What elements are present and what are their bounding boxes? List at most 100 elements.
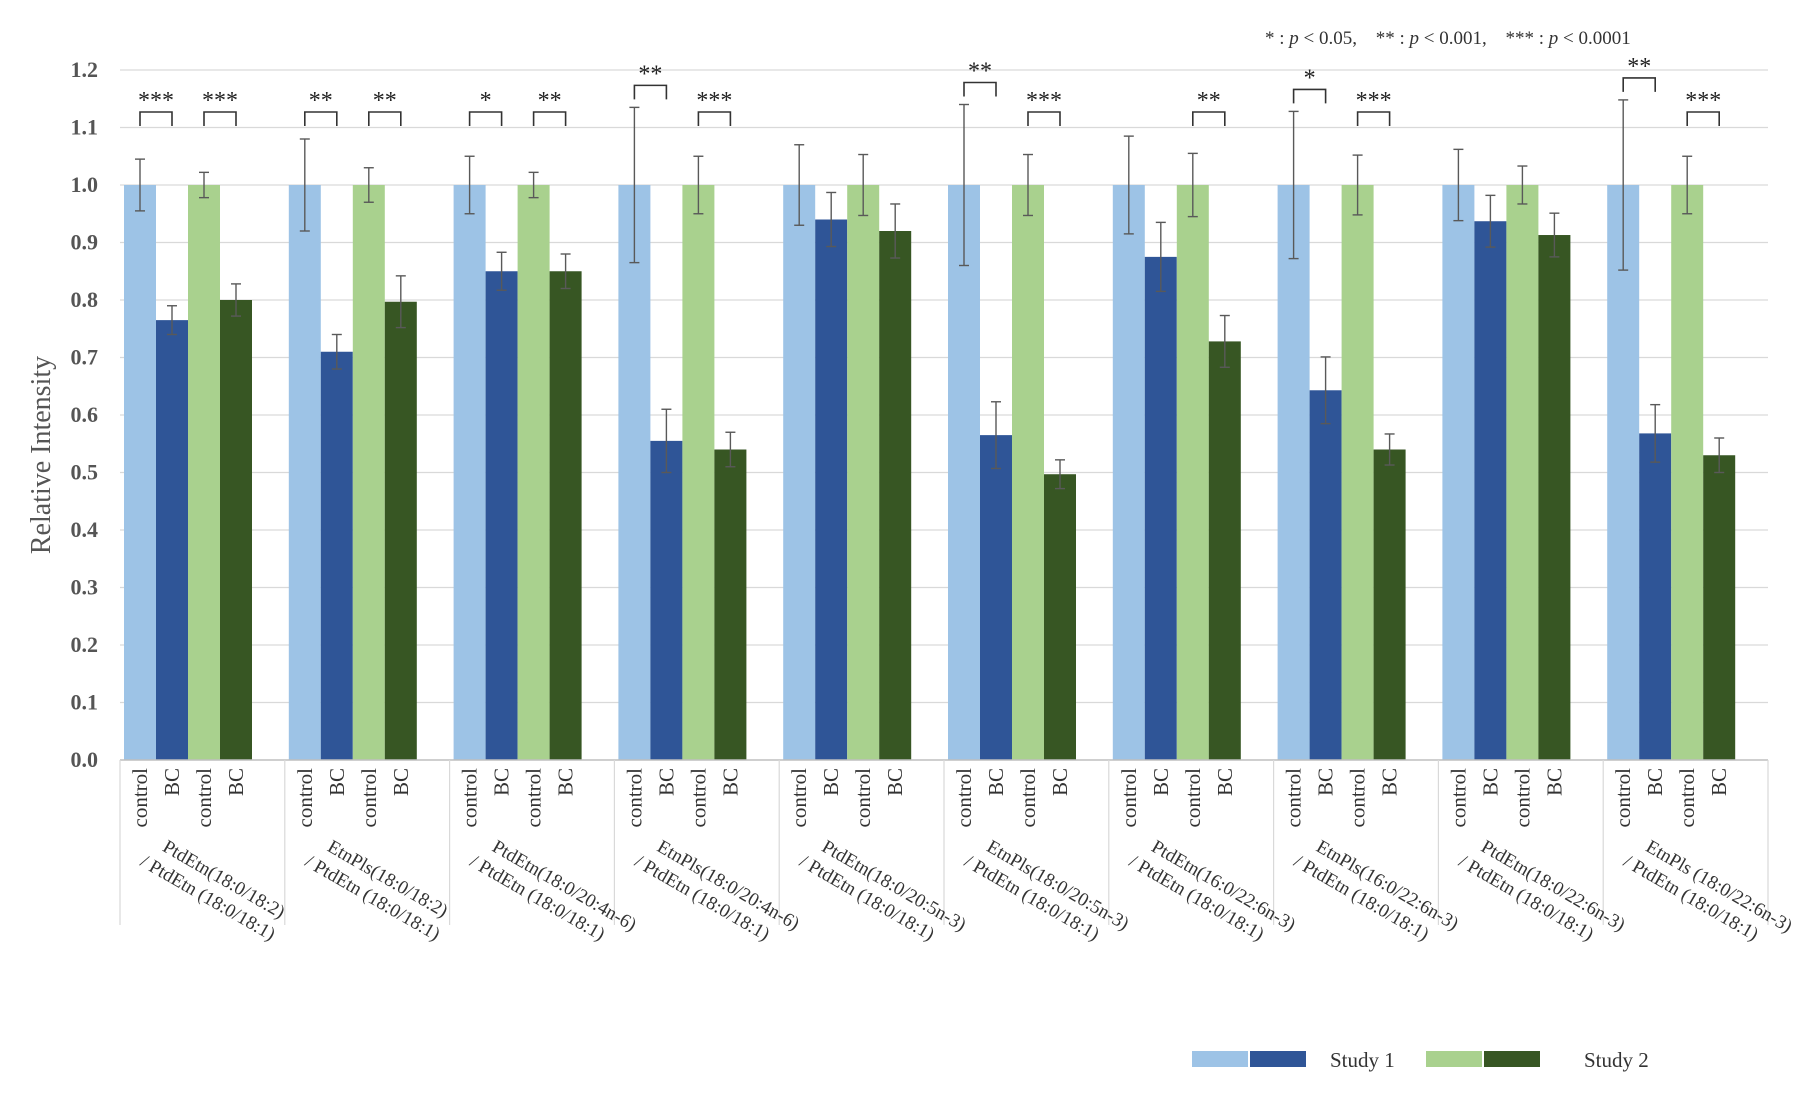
- y-tick-label: 0.1: [71, 690, 99, 715]
- significance-stars: ***: [1356, 88, 1392, 114]
- bar-tick-label: BC: [1213, 768, 1237, 796]
- bar: [948, 185, 980, 760]
- y-tick-label: 0.7: [71, 345, 99, 370]
- significance-bracket: [139, 111, 173, 126]
- bar: [1703, 455, 1736, 760]
- y-tick-label: 0.0: [71, 747, 99, 772]
- bar-tick-label: BC: [1542, 768, 1566, 796]
- bar-tick-label: BC: [819, 768, 843, 796]
- bar: [453, 185, 486, 760]
- y-tick-label: 1.1: [71, 115, 99, 140]
- bar: [1671, 185, 1704, 760]
- legend: Study 1 Study 2: [1192, 1048, 1649, 1072]
- legend-swatch: [1192, 1051, 1248, 1067]
- bar: [1607, 185, 1640, 760]
- bar-tick-label: BC: [224, 768, 248, 796]
- significance-bracket: [633, 84, 668, 100]
- bar: [1144, 256, 1177, 760]
- y-axis-title: Relative Intensity: [26, 356, 57, 554]
- y-tick-label: 0.4: [71, 517, 99, 542]
- bar: [485, 271, 518, 760]
- bar: [220, 300, 252, 760]
- bar-tick-label: control: [1611, 768, 1635, 828]
- bar: [352, 185, 385, 760]
- bar-tick-label: BC: [1314, 768, 1338, 796]
- bar: [815, 219, 848, 760]
- significance-bracket: [1292, 88, 1327, 104]
- bar-series: [124, 185, 1736, 761]
- bar-tick-label: control: [293, 768, 317, 828]
- legend-swatch: [1484, 1051, 1540, 1067]
- bar-tick-label: BC: [1643, 768, 1667, 796]
- bar-tick-label: control: [1016, 768, 1040, 828]
- bar-tick-label: BC: [654, 768, 678, 796]
- significance-bracket: [1622, 77, 1656, 92]
- bar: [1474, 221, 1507, 761]
- bar-tick-label: control: [851, 768, 875, 828]
- bar: [1112, 185, 1145, 760]
- bar-tick-label: control: [357, 768, 381, 828]
- bar-tick-label: control: [952, 768, 976, 828]
- significance-stars: ***: [1685, 88, 1721, 114]
- y-tick-label: 0.3: [71, 575, 99, 600]
- bar-tick-label: control: [1675, 768, 1699, 828]
- significance-stars: **: [538, 88, 562, 114]
- bar-tick-label: BC: [1048, 768, 1072, 796]
- bar: [1012, 185, 1044, 760]
- bar: [1373, 449, 1406, 760]
- significance-stars: ***: [1026, 88, 1062, 114]
- bar: [1442, 185, 1475, 760]
- bar-tick-label: BC: [325, 768, 349, 796]
- bar: [1309, 390, 1342, 760]
- bar: [980, 435, 1012, 760]
- bar: [384, 301, 417, 760]
- significance-bracket: [1686, 111, 1720, 126]
- bar-tick-label: BC: [160, 768, 184, 796]
- bar-tick-label: control: [787, 768, 811, 828]
- bar: [783, 185, 816, 760]
- significance-bracket: [368, 111, 402, 126]
- bar: [682, 185, 715, 760]
- bar-tick-label: control: [1446, 768, 1470, 828]
- significance-bracket: [532, 111, 567, 126]
- significance-stars: *: [1304, 65, 1316, 91]
- bar-tick-label: BC: [1707, 768, 1731, 796]
- bar-tick-label: control: [1117, 768, 1141, 828]
- significance-stars: ***: [696, 88, 732, 114]
- legend-swatch: [1250, 1051, 1306, 1067]
- legend-label: Study 2: [1584, 1048, 1649, 1072]
- y-tick-label: 0.6: [71, 402, 99, 427]
- bar: [879, 231, 912, 760]
- significance-bracket: [963, 81, 997, 97]
- significance-bracket: [1356, 111, 1391, 126]
- axes: 0.0 0.1 0.2 0.3 0.4 0.5 0.6 0.7 0.8 0.9 1.0 1.1 1.2: [71, 57, 1769, 925]
- significance-bracket: [203, 111, 237, 126]
- significance-stars: **: [968, 59, 992, 85]
- y-tick-label: 1.2: [71, 57, 99, 82]
- bar-tick-label: control: [1181, 768, 1205, 828]
- legend-swatch: [1426, 1051, 1482, 1067]
- significance-stars: ***: [202, 88, 238, 114]
- bar-tick-label: BC: [1378, 768, 1402, 796]
- bar: [549, 271, 582, 760]
- significance-bracket: [1027, 111, 1061, 126]
- significance-brackets: *** *** ** ** * ************ ***********: [138, 54, 1721, 126]
- bar: [1639, 433, 1672, 760]
- y-tick-label: 0.8: [71, 287, 99, 312]
- significance-bracket: [1192, 111, 1226, 126]
- bar-tick-label: BC: [554, 768, 578, 796]
- bar-tick-label: control: [1346, 768, 1370, 828]
- bar: [188, 185, 220, 760]
- bar-tick-label: BC: [883, 768, 907, 796]
- significance-stars: **: [309, 88, 333, 114]
- bar: [517, 185, 550, 760]
- bar: [847, 185, 880, 760]
- bar-tick-label: control: [522, 768, 546, 828]
- y-tick-label: 0.9: [71, 230, 99, 255]
- y-tick-label: 0.2: [71, 632, 99, 657]
- legend-label: Study 1: [1330, 1048, 1395, 1072]
- bar: [1277, 185, 1310, 760]
